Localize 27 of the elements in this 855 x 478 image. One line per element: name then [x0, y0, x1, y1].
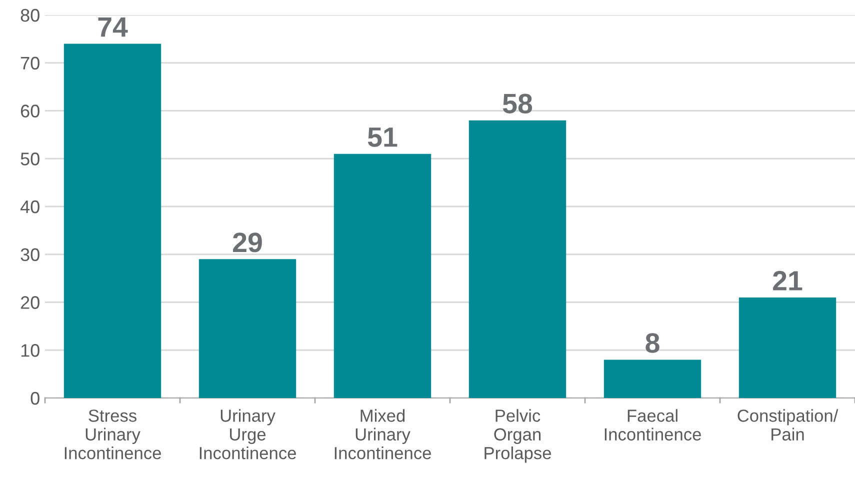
y-tick-label: 50: [20, 152, 40, 166]
data-label: 29: [233, 232, 262, 252]
data-label: 21: [773, 270, 802, 290]
y-tick-label: 10: [21, 344, 40, 357]
bar: [334, 154, 432, 398]
x-tick-label: Stress Urinary Incontinence: [64, 410, 161, 460]
data-label: 58: [502, 94, 532, 114]
x-tick-label: Constipation/ Pain: [738, 409, 838, 441]
bar: [64, 44, 162, 398]
bar: [198, 259, 296, 398]
bar: [604, 360, 702, 398]
x-tick-label: Urinary Urge Incontinence: [200, 409, 296, 460]
y-tick-label: 80: [20, 8, 40, 22]
bar: [468, 120, 566, 398]
data-label: 51: [368, 128, 398, 147]
y-tick-label: 20: [20, 296, 40, 309]
y-tick-label: 30: [20, 248, 40, 262]
bar: [738, 297, 836, 398]
x-tick-label: Pelvic Organ Prolapse: [484, 409, 551, 463]
y-tick-label: 60: [20, 104, 40, 118]
x-tick-label: Mixed Urinary Incontinence: [334, 409, 431, 460]
y-tick-label: 40: [20, 200, 40, 214]
y-tick-label: 0: [30, 392, 40, 405]
x-tick-label: Faecal Incontinence: [604, 409, 701, 441]
y-tick-label: 70: [20, 56, 40, 70]
data-label: 74: [98, 17, 128, 37]
data-label: 8: [646, 333, 660, 353]
